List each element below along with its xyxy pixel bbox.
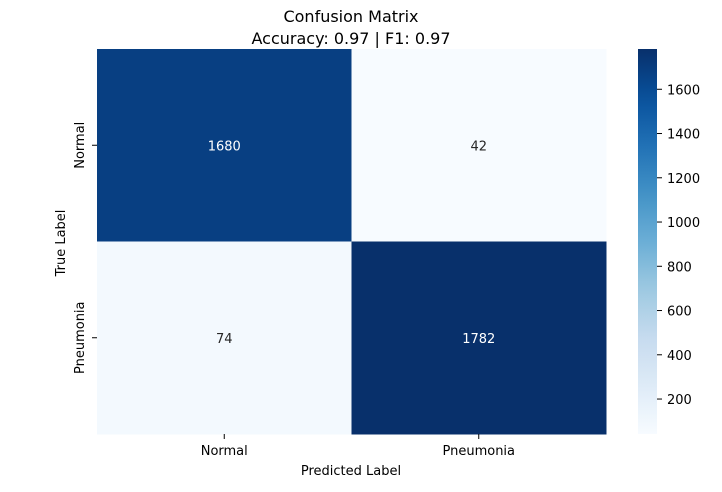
- colorbar-tick-label: 1400: [667, 128, 700, 143]
- colorbar-tick-label: 1000: [667, 216, 700, 231]
- colorbar-tick-label: 800: [667, 260, 692, 275]
- colorbar-tick-label: 1600: [667, 83, 700, 98]
- y-tick-label: Normal: [73, 122, 88, 169]
- heatmap-cell: [97, 241, 352, 435]
- y-tick-label: Pneumonia: [73, 301, 88, 374]
- heatmap-cell: [351, 49, 607, 242]
- x-tick-label: Pneumonia: [442, 444, 515, 459]
- heatmap-cell: [351, 241, 607, 435]
- colorbar-tick-label: 600: [667, 305, 692, 320]
- y-axis: Normal Pneumonia: [73, 122, 97, 374]
- colorbar-tick-label: 400: [667, 349, 692, 364]
- heatmap-grid: 1680 42 74 1782: [97, 49, 607, 435]
- x-axis: Normal Pneumonia: [201, 434, 515, 459]
- chart-title: Confusion Matrix: [283, 7, 418, 26]
- x-axis-label: Predicted Label: [301, 464, 401, 479]
- colorbar-tick-label: 1200: [667, 172, 700, 187]
- cell-value-label: 1680: [208, 139, 241, 154]
- cell-value-label: 74: [216, 332, 233, 347]
- cell-value-label: 42: [470, 139, 487, 154]
- colorbar: 200 400 600 800 1000 1200 1400 1600: [638, 49, 700, 434]
- heatmap-cell: [97, 49, 352, 242]
- y-axis-label: True Label: [54, 210, 69, 278]
- colorbar-tick-label: 200: [667, 393, 692, 408]
- x-tick-label: Normal: [201, 444, 248, 459]
- cell-value-label: 1782: [462, 332, 495, 347]
- chart-subtitle: Accuracy: 0.97 | F1: 0.97: [251, 29, 450, 48]
- colorbar-gradient: [638, 49, 657, 434]
